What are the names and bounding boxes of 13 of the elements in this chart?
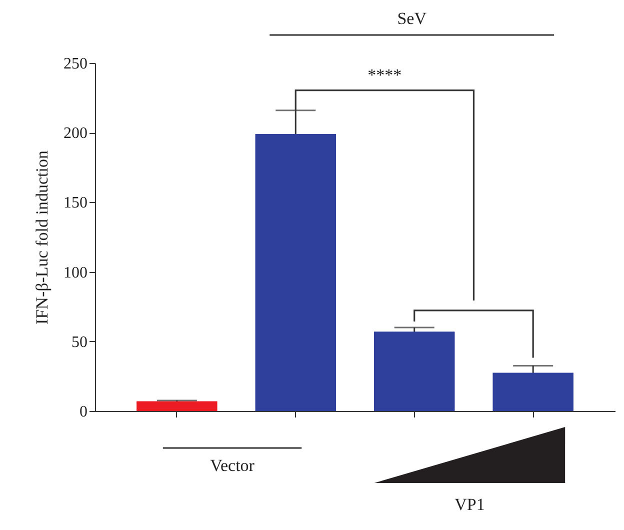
- y-tick-label: 200: [64, 125, 88, 142]
- bar: [136, 401, 218, 411]
- y-tick-label: 50: [72, 334, 88, 351]
- y-axis-title: IFN-β-Luc fold induction: [32, 150, 52, 324]
- y-tick-label: 250: [64, 56, 88, 72]
- text: VP1: [454, 495, 485, 514]
- y-tick-label: 150: [64, 194, 88, 212]
- text: SeV: [397, 9, 428, 28]
- text: Vector: [210, 456, 255, 475]
- annotation: ****: [368, 65, 402, 84]
- y-tick-label: 100: [64, 264, 88, 282]
- y-tick-label: 0: [80, 404, 88, 420]
- bar: [492, 372, 574, 411]
